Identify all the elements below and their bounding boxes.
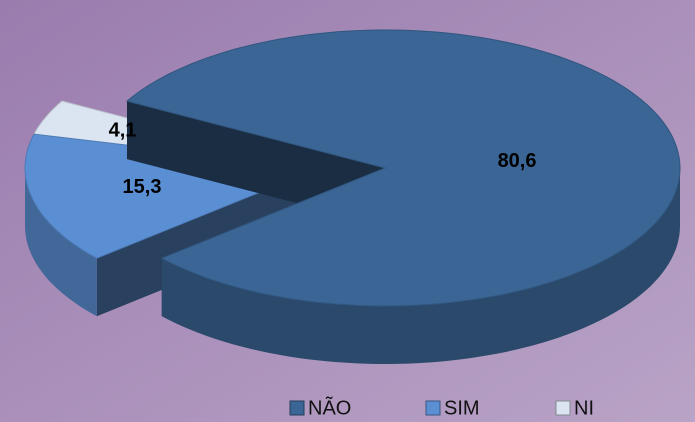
legend-label: SIM	[444, 397, 480, 419]
pie-slice	[125, 29, 681, 364]
legend-swatch	[425, 400, 441, 416]
legend-swatch	[555, 400, 571, 416]
data-label: 15,3	[123, 176, 162, 198]
slice-side	[25, 168, 97, 317]
slice-top	[125, 29, 681, 307]
pie: 80,6 15,3 4,1	[24, 29, 681, 364]
legend-swatch	[289, 400, 305, 416]
legend: NÃO SIM NI	[289, 395, 594, 419]
legend-label: NI	[574, 397, 594, 419]
slice-side	[161, 168, 681, 364]
data-label: 80,6	[498, 150, 537, 172]
data-label: 4,1	[109, 120, 137, 142]
legend-label: NÃO	[308, 395, 351, 419]
